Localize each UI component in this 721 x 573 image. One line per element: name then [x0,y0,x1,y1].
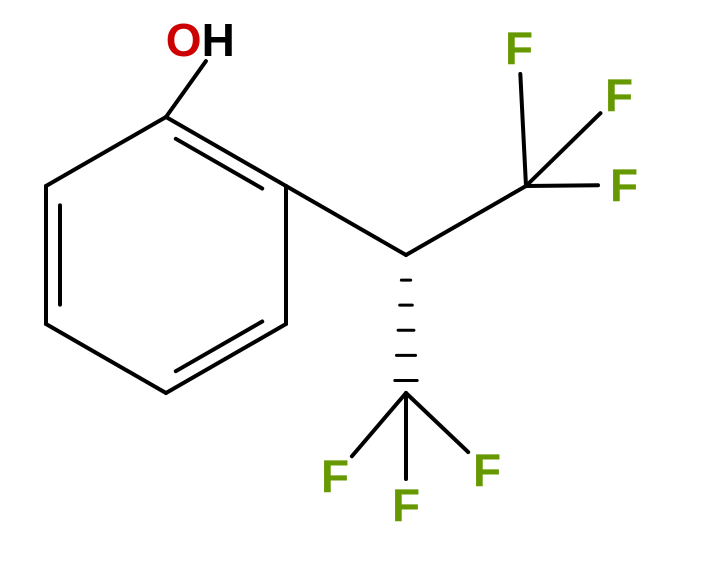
atom-f9-label: F [605,69,633,121]
bond-c8-f11 [526,185,598,186]
atom-f13-label: F [321,450,349,502]
bonds [46,61,600,479]
atom-labels: OHFFFFFF [166,14,638,531]
bond-c2-c3-outer [166,117,286,186]
atom-f14-label: F [392,479,420,531]
bond-c3-c7 [286,186,406,255]
atom-f11-label: F [610,159,638,211]
bond-c1-c2 [46,117,166,186]
bond-c4-c5-outer [166,324,286,393]
bond-c7-c8 [406,186,526,255]
bond-c12-f15 [406,393,468,452]
bond-c2-o6 [166,61,206,117]
bond-c12-f13 [352,393,406,456]
atom-f10-label: F [505,22,533,74]
bond-c8-f10 [520,74,526,186]
molecule-diagram: OHFFFFFF [0,0,721,573]
atom-f15-label: F [473,444,501,496]
bond-c5-c0 [46,324,166,393]
bond-c8-f9 [526,113,600,186]
atom-o6-label: OH [166,14,235,66]
